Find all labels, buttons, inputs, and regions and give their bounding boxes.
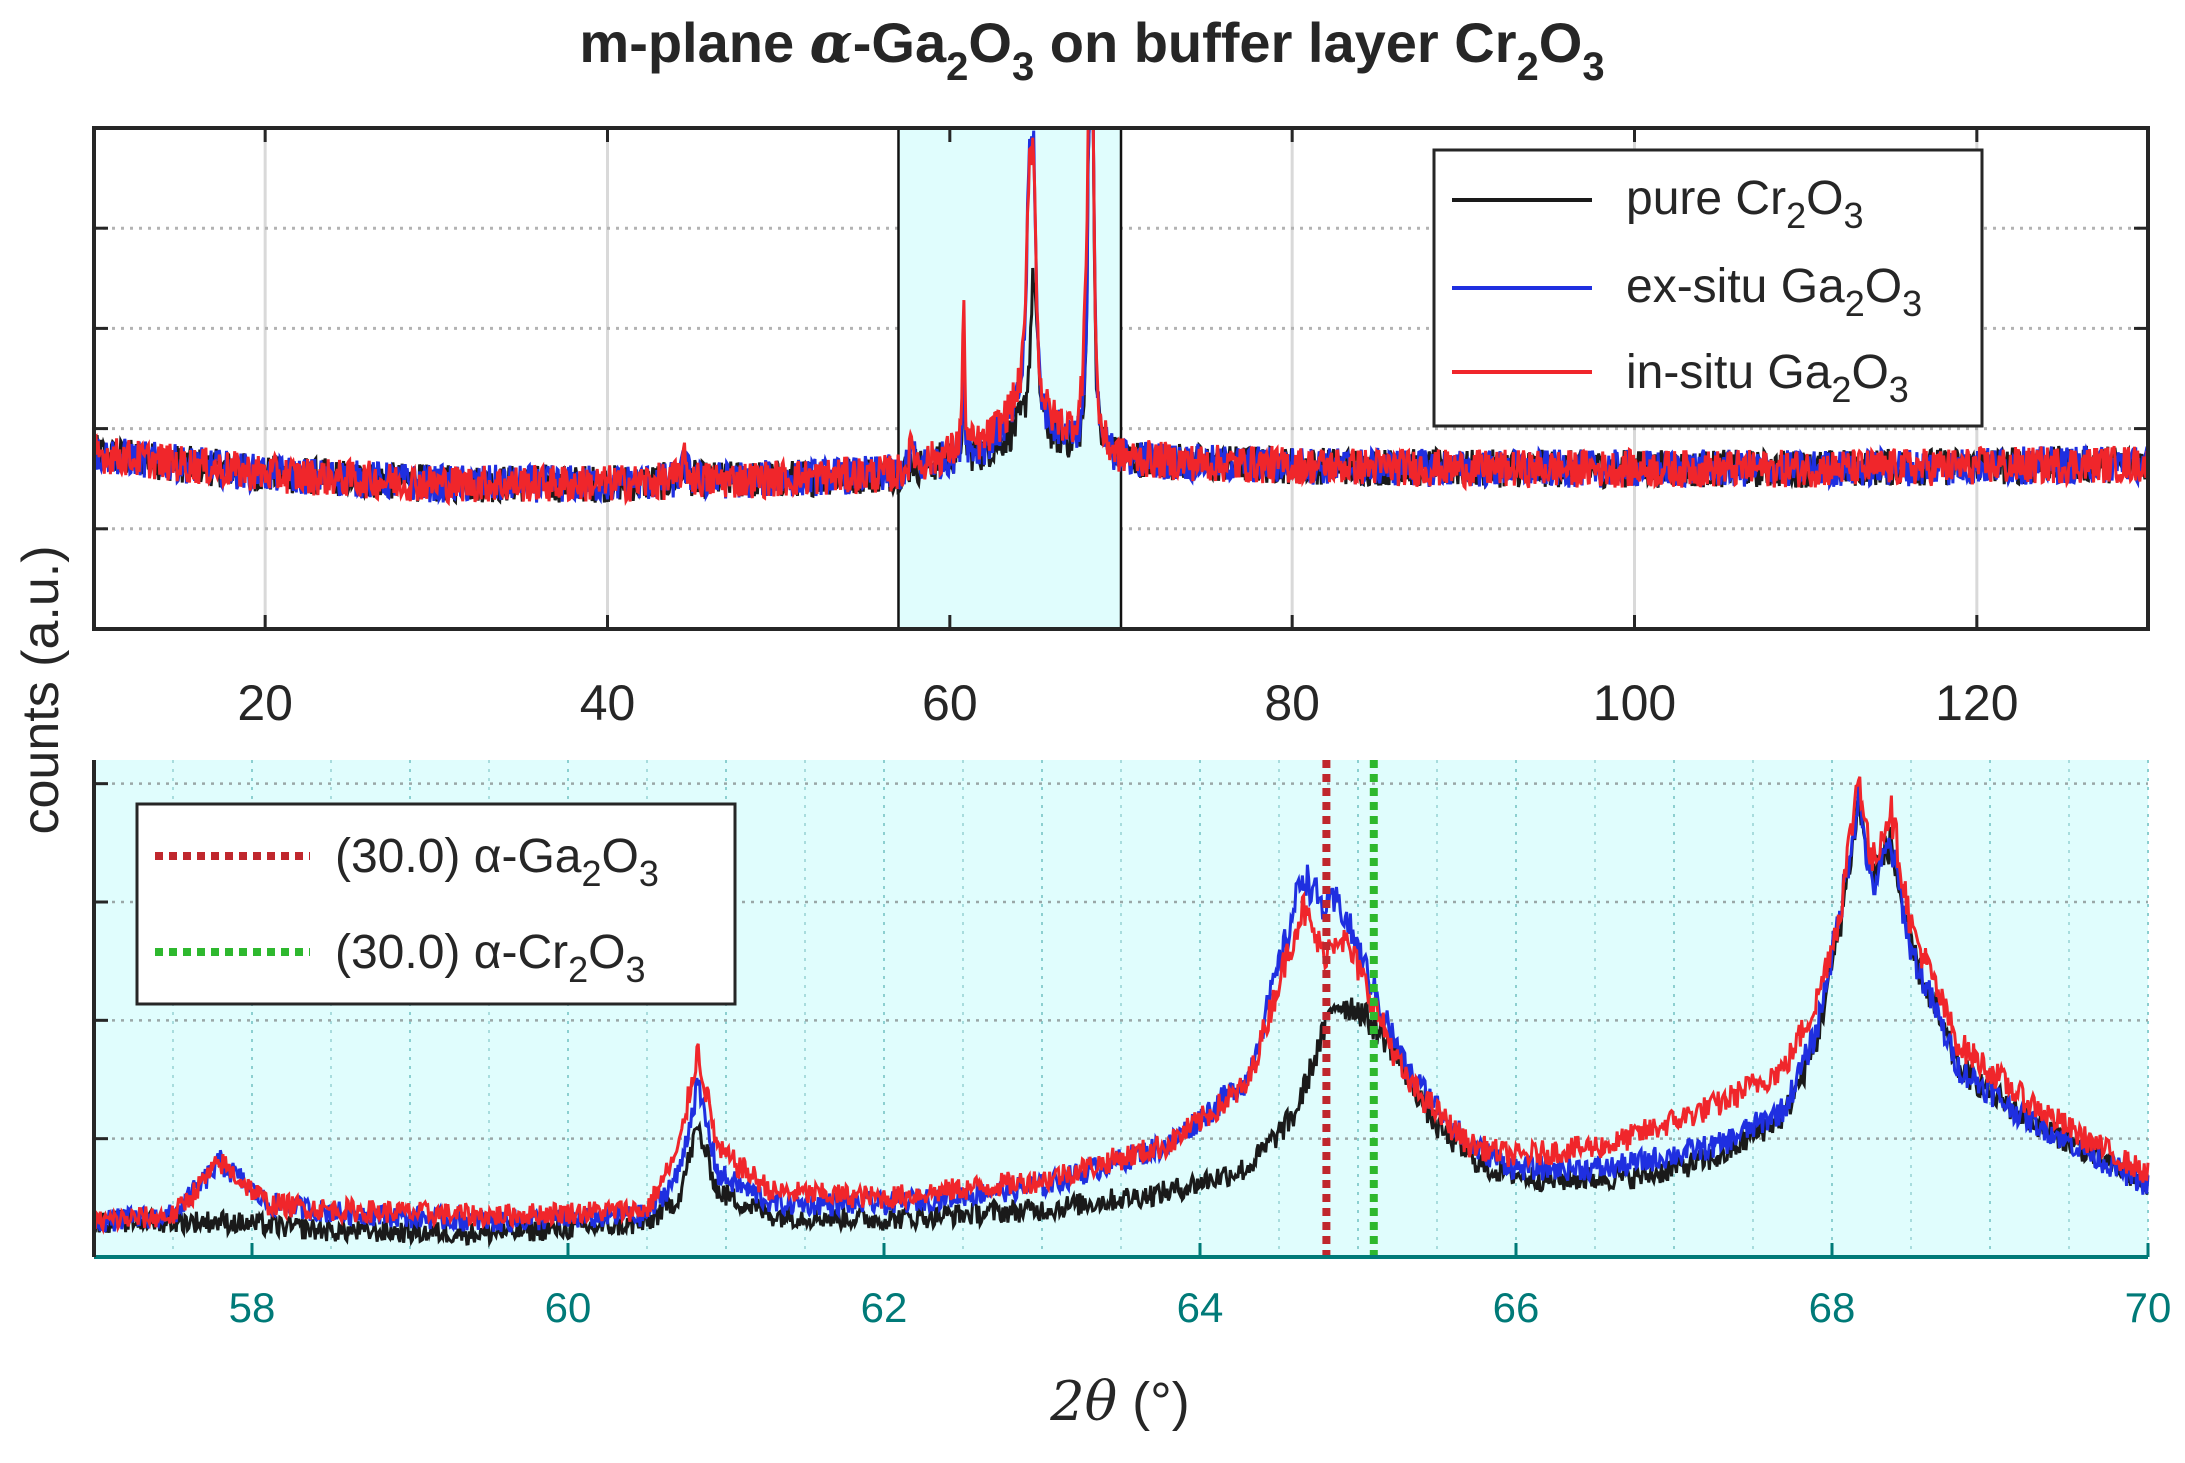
ref-legend-box bbox=[135, 802, 737, 1006]
zoom-series-2 bbox=[92, 776, 2150, 1235]
overview-xtick-label-40: 40 bbox=[580, 675, 636, 731]
legend-label-insitu: in-situ Ga2O3 bbox=[1626, 346, 1909, 410]
zoom-xtick-label-70: 70 bbox=[2125, 1284, 2172, 1331]
ref-label-cr2o3: (30.0) α-Cr2O3 bbox=[335, 926, 646, 990]
zoom-xtick-label-64: 64 bbox=[1177, 1284, 1224, 1331]
overview-xtick-label-120: 120 bbox=[1935, 675, 2018, 731]
zoom-xtick-label-60: 60 bbox=[545, 1284, 592, 1331]
overview-xtick-label-100: 100 bbox=[1593, 675, 1676, 731]
zoom-xtick-label-66: 66 bbox=[1493, 1284, 1540, 1331]
x-axis-label: 2θ (°) bbox=[1049, 1370, 1189, 1433]
overview-plot-frame bbox=[92, 126, 2150, 631]
zoom-panel: 58 60 62 64 66 68 70 (30.0) α-Ga2O3 (30.0) α-C… bbox=[92, 760, 2172, 1331]
overview-legend: pure Cr2O3 ex-situ Ga2O3 in-situ Ga2O3 bbox=[1432, 148, 1984, 428]
chart-title: m-plane α-Ga2O3 on buffer layer Cr2O3 bbox=[579, 10, 1604, 89]
zoom-xtick-label-62: 62 bbox=[861, 1284, 908, 1331]
zoom-legend: (30.0) α-Ga2O3 (30.0) α-Cr2O3 bbox=[135, 802, 737, 1006]
y-axis-label: counts (a.u.) bbox=[12, 545, 70, 834]
ref-label-ga2o3: (30.0) α-Ga2O3 bbox=[335, 830, 659, 894]
overview-series-group bbox=[92, 126, 2149, 507]
overview-series-2 bbox=[92, 126, 2149, 507]
legend-label-pure: pure Cr2O3 bbox=[1626, 172, 1863, 236]
zoom-ticks: 58 60 62 64 66 68 70 bbox=[94, 782, 2172, 1331]
legend-label-exsitu: ex-situ Ga2O3 bbox=[1626, 260, 1922, 324]
zoom-xtick-label-58: 58 bbox=[229, 1284, 276, 1331]
overview-ticks: 20 40 60 80 100 120 bbox=[94, 128, 2148, 731]
overview-xtick-label-80: 80 bbox=[1264, 675, 1320, 731]
zoom-xtick-label-68: 68 bbox=[1809, 1284, 1856, 1331]
overview-panel: 20 40 60 80 100 120 pure Cr2O3 ex-situ Ga2O3 … bbox=[92, 126, 2150, 731]
overview-xtick-label-20: 20 bbox=[237, 675, 293, 731]
zoom-series-group bbox=[92, 776, 2150, 1248]
overview-xtick-label-60: 60 bbox=[922, 675, 978, 731]
